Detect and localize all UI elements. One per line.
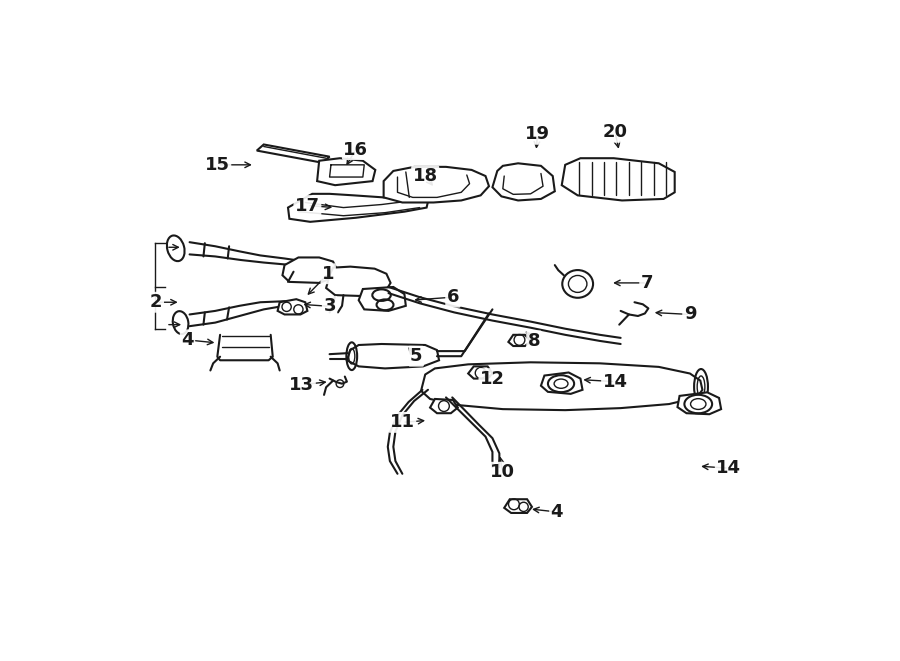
Polygon shape <box>256 145 329 163</box>
Text: 4: 4 <box>551 503 563 521</box>
Text: 6: 6 <box>446 288 459 306</box>
Text: 2: 2 <box>150 293 163 311</box>
Text: 20: 20 <box>603 123 627 141</box>
Polygon shape <box>326 266 391 296</box>
Text: 1: 1 <box>322 265 335 283</box>
Text: 17: 17 <box>295 196 319 215</box>
Text: 4: 4 <box>181 331 194 349</box>
Polygon shape <box>277 299 308 315</box>
Text: 14: 14 <box>603 373 627 391</box>
Polygon shape <box>508 335 530 346</box>
Polygon shape <box>541 373 582 394</box>
Text: 12: 12 <box>480 369 505 387</box>
Text: 19: 19 <box>525 126 550 143</box>
Polygon shape <box>562 158 675 200</box>
Text: 3: 3 <box>323 297 336 315</box>
Polygon shape <box>288 194 428 222</box>
Text: 15: 15 <box>205 156 230 174</box>
Polygon shape <box>283 258 337 283</box>
Text: 16: 16 <box>344 141 368 159</box>
Polygon shape <box>430 399 458 413</box>
Text: 7: 7 <box>641 274 653 292</box>
Polygon shape <box>468 366 492 379</box>
Polygon shape <box>359 287 406 311</box>
Polygon shape <box>678 393 721 414</box>
Polygon shape <box>492 163 554 200</box>
Text: 13: 13 <box>290 375 314 394</box>
Text: 18: 18 <box>413 167 437 185</box>
Polygon shape <box>317 158 375 185</box>
Text: 9: 9 <box>684 305 697 323</box>
Polygon shape <box>421 362 702 410</box>
Text: 10: 10 <box>491 463 516 481</box>
Text: 14: 14 <box>716 459 742 477</box>
Polygon shape <box>346 344 439 368</box>
Text: 5: 5 <box>410 347 422 365</box>
Polygon shape <box>383 167 489 202</box>
Text: 8: 8 <box>527 332 540 350</box>
Polygon shape <box>504 499 532 513</box>
Text: 11: 11 <box>390 413 415 432</box>
